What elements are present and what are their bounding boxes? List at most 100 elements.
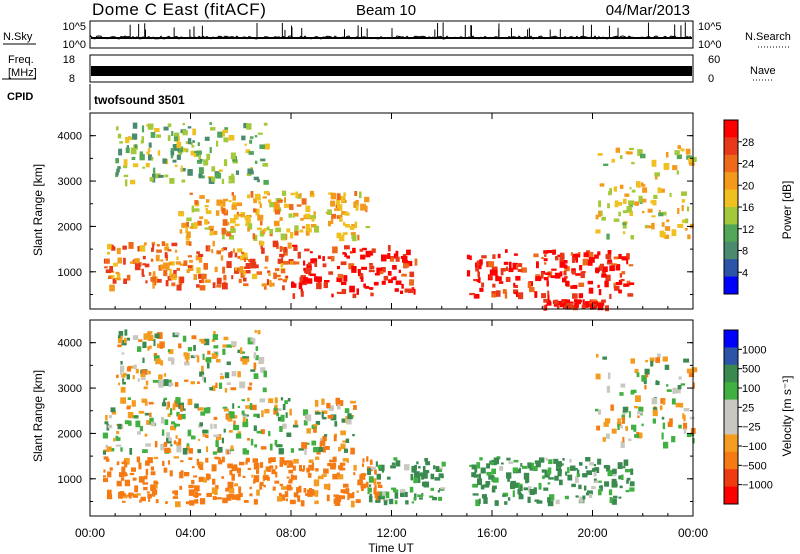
heatmap-cell [274,397,278,404]
heatmap-cell [190,381,195,385]
heatmap-cell [209,387,213,391]
heatmap-cell [103,475,106,478]
heatmap-cell [438,496,443,501]
heatmap-cell [133,364,137,370]
heatmap-cell [662,211,667,216]
heatmap-cell [109,266,113,272]
heatmap-cell [318,255,321,259]
heatmap-cell [645,372,649,378]
heatmap-cell [586,490,593,495]
heatmap-cell [631,189,636,193]
heatmap-cell [350,400,356,404]
heatmap-cell [502,289,507,294]
heatmap-cell [194,499,199,504]
heatmap-cell [324,446,330,450]
heatmap-cell [326,494,330,502]
heatmap-cell [206,357,212,363]
heatmap-cell [669,192,672,198]
heatmap-cell [433,465,436,470]
heatmap-cell [152,173,158,179]
heatmap-cell [228,494,235,498]
heatmap-cell [221,437,224,444]
heatmap-cell [148,401,154,405]
heatmap-cell [347,413,352,420]
heatmap-cell [127,412,134,419]
heatmap-cell [157,278,162,283]
heatmap-cell [132,259,136,264]
heatmap-cell [251,273,258,280]
heatmap-cell [171,358,175,365]
heatmap-cell [274,209,281,215]
colorbar-tick-label: 4 [742,267,748,279]
heatmap-cell [603,465,610,469]
colorbar-cell [724,259,738,278]
heatmap-cell [132,122,138,129]
heatmap-cell [553,299,559,305]
heatmap-cell [133,415,139,418]
colorbar-cell [724,276,738,295]
heatmap-cell [235,170,239,175]
heatmap-cell [481,282,485,288]
heatmap-cell [385,491,390,499]
heatmap-cell [509,261,512,269]
heatmap-cell [479,287,484,292]
heatmap-cell [538,457,545,463]
heatmap-cell [245,149,251,154]
heatmap-cell [169,470,173,477]
heatmap-cell [257,227,262,230]
heatmap-cell [672,387,677,394]
colorbar-cell [724,399,738,418]
heatmap-cell [686,155,692,160]
heatmap-cell [497,253,501,259]
heatmap-cell [173,440,177,445]
heatmap-cell [205,210,212,214]
heatmap-cell [158,383,164,388]
heatmap-cell [310,273,316,276]
heatmap-cell [283,460,288,466]
heatmap-cell [125,147,130,153]
heatmap-cell [623,283,629,287]
heatmap-cell [311,465,314,470]
heatmap-cell [127,136,133,141]
heatmap-cell [541,469,547,473]
heatmap-cell [231,204,237,208]
heatmap-cell [263,228,267,232]
heatmap-cell [603,421,609,427]
heatmap-cell [211,385,216,391]
heatmap-cell [338,495,341,501]
heatmap-cell [314,260,318,267]
heatmap-cell [430,487,434,491]
heatmap-cell [171,131,174,136]
heatmap-cell [174,423,177,428]
heatmap-cell [356,490,359,493]
heatmap-cell [199,338,205,342]
heatmap-cell [356,288,359,295]
heatmap-cell [116,374,119,378]
heatmap-cell [142,449,148,453]
heatmap-cell [168,349,174,354]
heatmap-cell [170,444,173,447]
heatmap-cell [201,273,207,279]
heatmap-cell [629,204,633,208]
heatmap-cell [300,290,304,297]
heatmap-cell [609,265,615,272]
heatmap-cell [657,353,661,358]
heatmap-cell [274,203,280,210]
heatmap-cell [615,147,621,153]
heatmap-cell [587,259,593,266]
heatmap-cell [262,387,267,393]
heatmap-cell [167,349,170,353]
heatmap-cell [109,467,113,471]
heatmap-cell [201,341,206,344]
heatmap-cell [119,141,123,144]
heatmap-cell [260,367,266,373]
heatmap-cell [110,407,116,413]
heatmap-cell [637,415,640,418]
heatmap-cell [222,497,228,504]
heatmap-cell [264,408,270,414]
heatmap-cell [224,372,230,379]
heatmap-cell [263,470,266,476]
heatmap-cell [253,462,260,470]
heatmap-cell [169,268,172,276]
heatmap-cell [128,420,132,426]
